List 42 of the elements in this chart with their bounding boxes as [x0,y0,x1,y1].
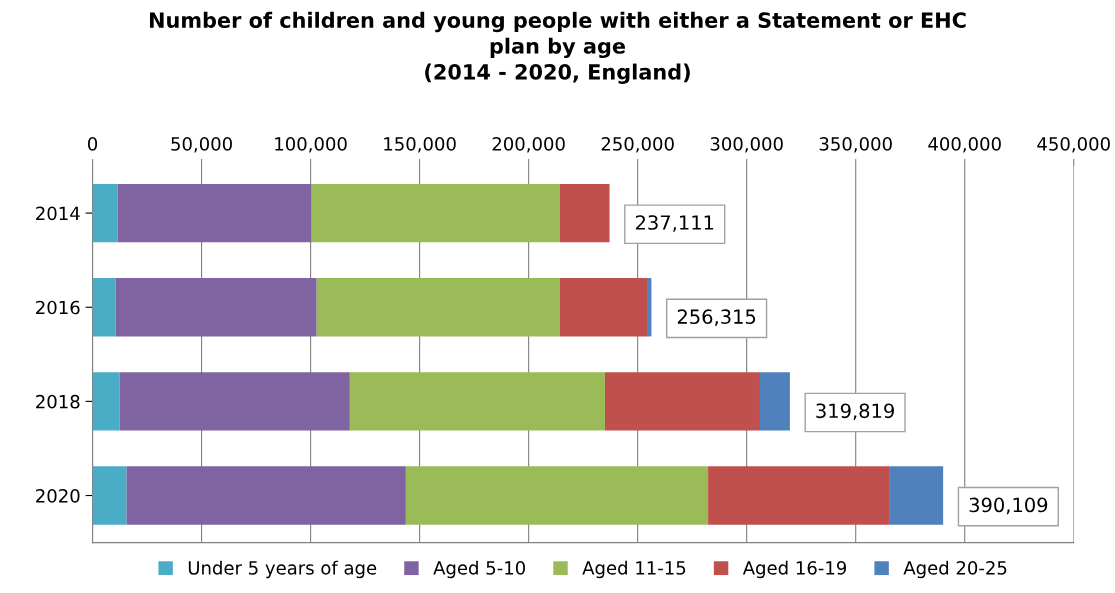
legend-label: Aged 20-25 [903,560,1007,579]
chart-title: Number of children and young people with either a Statement or EHC plan by age (2014 - 2020, England) [149,11,966,84]
legend-label: Aged 16-19 [742,560,847,579]
bar [117,183,312,243]
x-tick-label: 300,000 [710,137,783,153]
bar [708,466,890,525]
bar [559,278,648,337]
legend-label: Aged 11-15 [582,560,686,579]
total-label: 319,819 [816,403,894,421]
bar [92,466,127,525]
x-tick-label: 250,000 [601,137,674,153]
y-tick-label: 2016 [36,300,80,315]
total-label: 390,109 [969,497,1048,515]
bar [92,278,116,337]
x-tick-label: 100,000 [275,137,347,153]
bar [405,466,709,525]
bar [92,372,120,431]
total-label: 237,111 [635,215,714,232]
y-tick-label: 2014 [36,206,80,221]
total-label: 256,315 [677,309,756,326]
x-tick-label: 400,000 [928,137,1001,153]
x-tick-label: 0 [87,137,98,151]
x-tick-label: 150,000 [384,137,456,153]
bar [316,278,560,337]
bar [349,372,605,431]
y-tick-label: 2020 [36,488,80,503]
bar [559,183,610,243]
bar [311,183,560,243]
bar [115,278,317,337]
bar [119,372,350,431]
bar [604,372,760,431]
x-tick-label: 50,000 [171,137,232,153]
x-tick-label: 450,000 [1037,137,1110,153]
bar [92,183,118,243]
y-tick-label: 2018 [36,394,80,409]
x-tick-label: 350,000 [819,137,892,153]
x-tick-label: 200,000 [492,137,565,153]
bar [889,466,944,525]
legend-label: Under 5 years of age [188,560,377,579]
legend-label: Aged 5-10 [433,560,525,579]
bar [126,466,406,525]
bar [759,372,790,431]
